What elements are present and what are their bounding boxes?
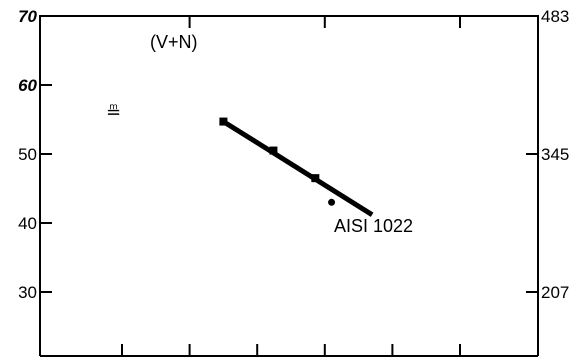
y-tick-label-left: 50 [18, 145, 37, 164]
y-tick-label-left: 40 [18, 214, 37, 233]
data-point-circle [328, 198, 336, 206]
annotation-symbol: ≞ [106, 102, 121, 122]
y-tick-label-right: 207 [541, 283, 569, 302]
y-tick-label-left: 70 [18, 7, 37, 26]
plot-frame [39, 15, 539, 357]
annotations: (V+N) AISI 1022 ≞ [106, 32, 413, 236]
tick-labels: 70 60 50 40 30 483 345 207 [18, 7, 569, 302]
data-point-square [269, 146, 278, 155]
y-tick-label-left: 30 [18, 283, 37, 302]
axis-ticks [40, 15, 538, 356]
y-tick-label-right: 345 [541, 145, 569, 164]
plot-frame-line [39, 15, 539, 356]
data-marks [219, 117, 374, 217]
fit-line [222, 119, 374, 217]
data-point-square [219, 117, 228, 126]
y-tick-label-right: 483 [541, 7, 569, 26]
annotation-vn: (V+N) [150, 32, 198, 52]
y-tick-label-left: 60 [18, 76, 37, 95]
annotation-aisi: AISI 1022 [334, 216, 413, 236]
data-point-square [311, 174, 320, 183]
